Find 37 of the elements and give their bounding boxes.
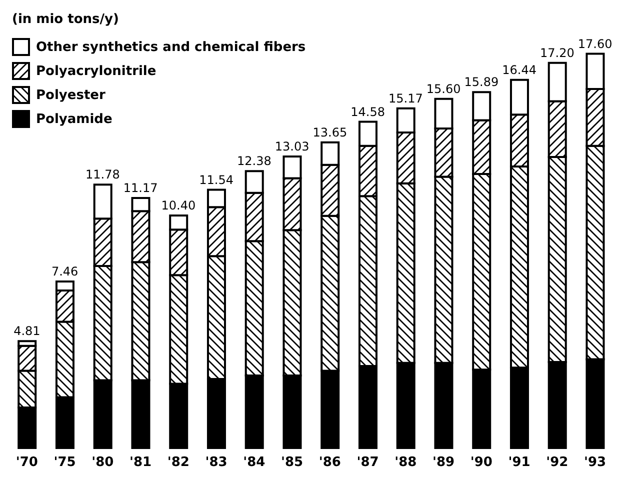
x-tick-label: '88 bbox=[394, 455, 417, 470]
annotation: 17.20 bbox=[540, 46, 574, 60]
annotation: 4.81 bbox=[14, 324, 40, 338]
annotation: 11.78 bbox=[86, 168, 120, 182]
x-tick-label: '70 bbox=[16, 455, 38, 470]
annotation: 17.60 bbox=[578, 36, 612, 51]
x-tick-label: '89 bbox=[432, 455, 455, 470]
legend-label: Polyacrylonitrile bbox=[36, 64, 156, 78]
legend-label: Polyester bbox=[36, 88, 106, 102]
annotation: 15.60 bbox=[426, 82, 461, 96]
x-tick-label: '83 bbox=[205, 455, 228, 470]
annotation: 7.46 bbox=[51, 264, 78, 278]
x-tick-label: '93 bbox=[584, 455, 606, 470]
x-tick-label: '84 bbox=[243, 455, 266, 470]
x-tick-label: '87 bbox=[356, 455, 379, 470]
x-tick-label: '90 bbox=[470, 455, 492, 470]
legend-label: Polyamide bbox=[36, 112, 112, 126]
annotation: 11.17 bbox=[123, 181, 158, 196]
x-tick-label: '85 bbox=[281, 455, 304, 470]
x-tick-label: '92 bbox=[546, 455, 568, 470]
annotation: 16.44 bbox=[502, 62, 536, 77]
x-tick-label: '82 bbox=[167, 455, 190, 470]
legend-label: Other synthetics and chemical fibers bbox=[36, 40, 306, 54]
annotation: 13.65 bbox=[312, 125, 348, 140]
annotation: 12.38 bbox=[237, 154, 272, 168]
x-tick-label: '81 bbox=[130, 455, 152, 470]
annotation: 15.17 bbox=[388, 91, 423, 106]
annotation: 13.03 bbox=[274, 140, 310, 154]
annotation: 11.54 bbox=[199, 172, 234, 187]
annotation: 10.40 bbox=[161, 198, 196, 212]
chart-title: (in mio tons/y) bbox=[12, 12, 119, 27]
annotation: 14.58 bbox=[350, 104, 385, 119]
x-tick-label: '91 bbox=[508, 455, 530, 470]
x-tick-label: '86 bbox=[318, 455, 341, 470]
annotation: 15.89 bbox=[464, 75, 499, 90]
x-tick-label: '75 bbox=[54, 455, 76, 470]
x-tick-label: '80 bbox=[92, 455, 114, 470]
